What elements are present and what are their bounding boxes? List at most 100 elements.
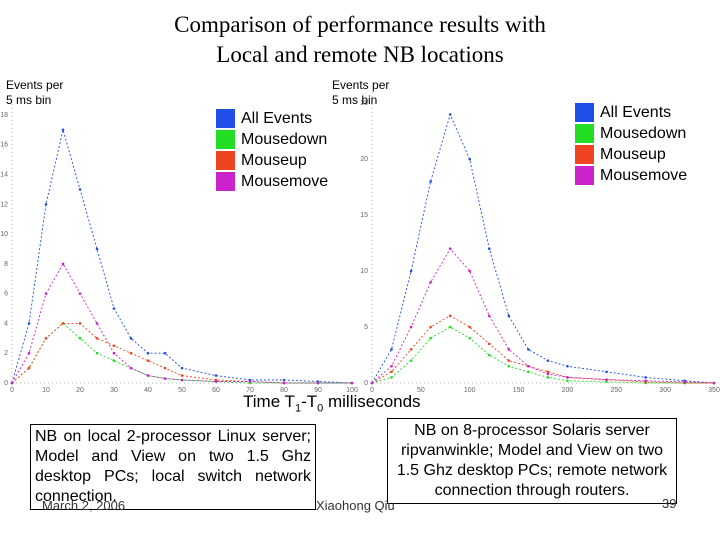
right-caption: NB on 8-processor Solaris server ripvanw… xyxy=(387,418,677,504)
left-chart-data-point-mousemove xyxy=(350,381,354,385)
right-chart-data-point-mousemove xyxy=(566,376,569,379)
legend-swatch-mousemove xyxy=(575,166,594,185)
left-chart-data-point-mouseup xyxy=(180,374,184,377)
legend-item-mouseup: Mouseup xyxy=(216,150,328,171)
right-chart-y-tick-label: 25 xyxy=(360,100,368,107)
left-chart: 0 10 20 30 40 50 60 70 80 90 100 0 2 4 6 8 10 12 14 16 18 xyxy=(0,100,358,394)
left-chart-data-point-all-events xyxy=(163,351,167,355)
legend-item-mousedown: Mousedown xyxy=(575,123,687,144)
left-chart-x-tick-label: 20 xyxy=(76,387,84,394)
right-chart-data-point-mousemove xyxy=(507,348,511,351)
left-chart-data-point-mouseup xyxy=(129,351,133,355)
right-chart-data-point-all-events xyxy=(409,269,413,273)
right-chart-data-point-mousemove xyxy=(487,314,491,318)
left-chart-series-line-mousemove xyxy=(11,262,352,384)
legend-label-mousedown: Mousedown xyxy=(241,130,328,148)
right-chart-data-point-mousedown xyxy=(409,359,413,362)
right-chart-data-point-mouseup xyxy=(429,325,432,329)
left-chart-y-tick-label: 14 xyxy=(0,171,8,178)
right-chart-y-tick-label: 10 xyxy=(360,268,368,275)
slide-title-line-1: Comparison of performance results with xyxy=(174,12,546,37)
legend-swatch-mouseup xyxy=(575,145,594,164)
right-chart-x-tick-label: 0 xyxy=(370,387,374,394)
right-chart-data-point-all-events xyxy=(644,376,647,379)
left-chart-y-tick-label: 18 xyxy=(0,112,8,119)
left-chart-data-point-mousemove xyxy=(10,381,14,385)
left-chart-data-point-mousemove xyxy=(129,366,133,370)
legend-item-mousemove: Mousemove xyxy=(575,165,687,186)
right-chart-data-point-mouseup xyxy=(390,370,393,374)
right-chart-data-point-mouseup xyxy=(487,342,491,346)
right-chart-data-point-mousemove xyxy=(546,372,550,376)
right-chart-data-point-mouseup xyxy=(546,370,550,374)
x-axis-label-part: -T xyxy=(301,392,318,411)
legend-item-all-events: All Events xyxy=(575,102,687,123)
legend-swatch-all-events xyxy=(575,103,594,122)
right-chart-x-tick-label: 300 xyxy=(659,387,671,394)
legend-swatch-mousedown xyxy=(575,124,594,143)
legend-label-mouseup: Mouseup xyxy=(600,145,666,163)
legend-label-all-events: All Events xyxy=(241,109,313,127)
right-chart-data-point-all-events xyxy=(487,247,491,250)
legend-label-mouseup: Mouseup xyxy=(241,151,307,169)
left-chart-data-point-mousemove xyxy=(146,374,150,377)
right-chart-x-tick-label: 50 xyxy=(417,387,425,394)
right-chart-data-point-mouseup xyxy=(468,325,472,329)
legend-label-mousemove: Mousemove xyxy=(241,172,329,190)
left-chart-data-point-mousemove xyxy=(248,380,252,383)
left-chart-data-point-mouseup xyxy=(112,344,116,348)
right-chart-x-tick-label: 150 xyxy=(513,387,525,394)
right-chart-data-point-mouseup xyxy=(507,359,511,362)
legend-swatch-mousemove xyxy=(216,172,235,191)
legend-item-mousedown: Mousedown xyxy=(216,129,328,150)
left-chart-data-point-mousemove xyxy=(95,322,99,325)
left-chart-y-tick-label: 0 xyxy=(4,380,8,387)
left-chart-data-point-mousemove xyxy=(112,351,116,355)
right-chart: 0 50 100 150 200 250 300 350 0 5 10 15 20 25 xyxy=(360,92,720,394)
right-chart-data-point-all-events xyxy=(566,364,569,368)
right-chart-series-line-mousedown xyxy=(371,326,714,384)
right-chart-y-tick-label: 15 xyxy=(360,212,368,219)
right-chart-data-point-mousemove xyxy=(468,269,472,273)
legend-item-mousemove: Mousemove xyxy=(216,171,328,192)
right-chart-data-point-mousedown xyxy=(527,370,530,374)
right-chart-data-point-all-events xyxy=(527,348,530,351)
left-chart-data-point-mousemove xyxy=(214,380,218,383)
left-chart-data-point-all-events xyxy=(180,366,184,370)
right-chart-x-tick-label: 250 xyxy=(610,387,622,394)
right-chart-data-point-mousemove xyxy=(370,381,374,385)
left-chart-legend: All Events Mousedown Mouseup Mousemove xyxy=(216,108,328,192)
right-chart-data-point-mousemove xyxy=(448,247,452,250)
left-chart-data-point-all-events xyxy=(112,307,116,310)
right-chart-data-point-mousedown xyxy=(429,336,432,340)
left-chart-data-point-all-events xyxy=(282,378,286,382)
slide-title-line-2: Local and remote NB locations xyxy=(216,42,504,67)
right-chart-data-point-mousedown xyxy=(468,336,472,340)
left-chart-data-point-mousemove xyxy=(61,262,65,266)
left-chart-y-tick-label: 6 xyxy=(4,291,8,298)
left-chart-x-tick-label: 80 xyxy=(280,387,288,394)
right-chart-data-point-mousedown xyxy=(507,364,511,368)
left-chart-data-point-all-events xyxy=(214,374,218,377)
right-chart-ylabel: Events per 5 ms bin xyxy=(332,78,390,107)
legend-item-mouseup: Mouseup xyxy=(575,144,687,165)
left-chart-data-point-all-events xyxy=(146,351,150,355)
legend-swatch-all-events xyxy=(216,109,235,128)
left-chart-data-point-all-events xyxy=(129,337,133,340)
left-chart-x-tick-label: 0 xyxy=(10,387,14,394)
footer-page-number: 39 xyxy=(662,496,677,511)
legend-label-mousemove: Mousemove xyxy=(600,166,688,184)
legend-label-all-events: All Events xyxy=(600,103,672,121)
legend-swatch-mouseup xyxy=(216,151,235,170)
left-chart-x-tick-label: 70 xyxy=(246,387,254,394)
right-chart-series-line-mouseup xyxy=(371,315,714,384)
left-chart-data-point-mousemove xyxy=(78,292,82,295)
left-chart-ylabel: Events per 5 ms bin xyxy=(6,78,64,107)
left-chart-series-line-mouseup xyxy=(11,322,352,384)
left-chart-data-point-mouseup xyxy=(95,337,99,340)
left-chart-data-point-mouseup xyxy=(44,337,48,340)
left-chart-data-point-all-events xyxy=(44,202,48,206)
footer-date: March 2, 2006 xyxy=(42,498,126,513)
legend-label-mousedown: Mousedown xyxy=(600,124,687,142)
right-chart-data-point-mousedown xyxy=(487,353,491,357)
